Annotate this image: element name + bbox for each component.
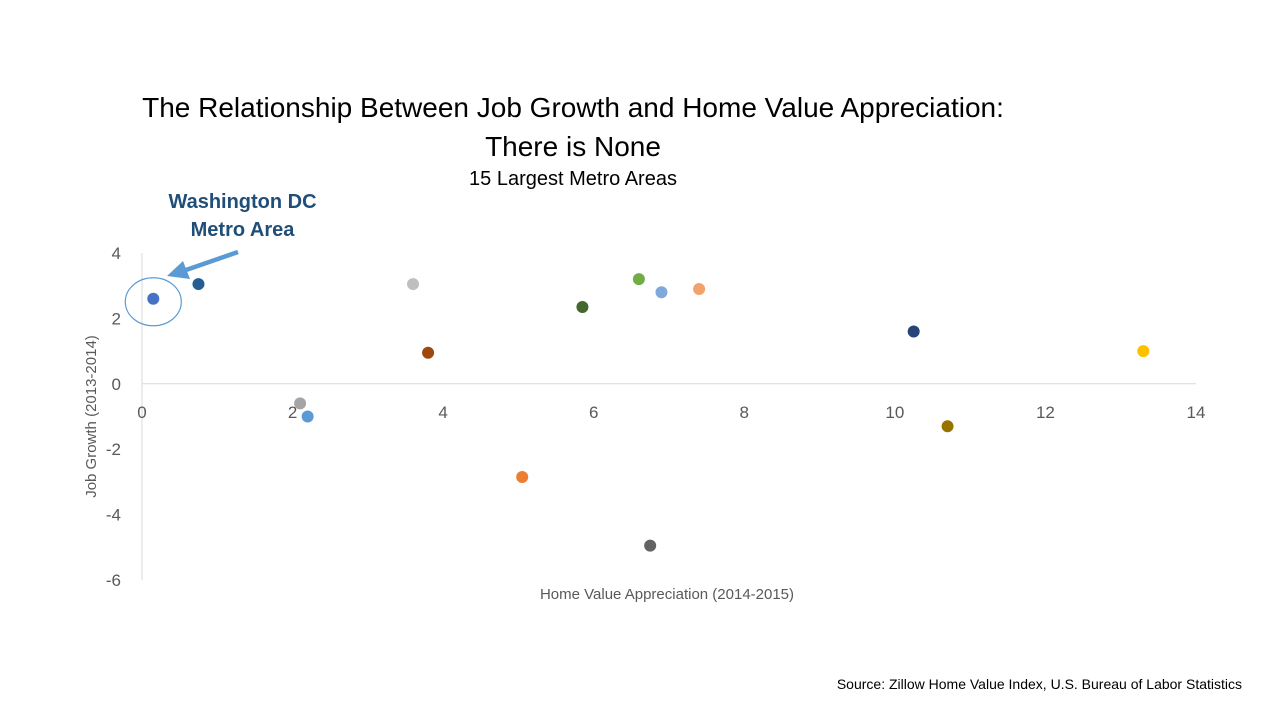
y-tick-label: 0 bbox=[112, 375, 121, 394]
data-point bbox=[632, 273, 645, 286]
x-tick-label: 8 bbox=[740, 403, 749, 422]
data-point bbox=[294, 397, 307, 410]
chart-title: The Relationship Between Job Growth and … bbox=[0, 88, 1146, 166]
chart-subtitle: 15 Largest Metro Areas bbox=[469, 168, 677, 190]
data-point bbox=[516, 470, 529, 483]
data-point bbox=[1137, 345, 1150, 358]
annotation-arrow-head bbox=[167, 261, 190, 279]
data-point bbox=[192, 278, 205, 291]
y-tick-label: -4 bbox=[106, 506, 121, 525]
x-tick-label: 10 bbox=[885, 403, 904, 422]
highlight-ring bbox=[124, 277, 182, 327]
annotation-arrow-shaft bbox=[185, 249, 239, 273]
annotation-line-1: Washington DC bbox=[168, 191, 317, 213]
data-point bbox=[644, 539, 657, 552]
y-tick-label: -2 bbox=[106, 440, 121, 459]
data-point bbox=[907, 325, 920, 338]
source-note: Source: Zillow Home Value Index, U.S. Bu… bbox=[836, 676, 1242, 692]
axes: 0 2 4 6 8 10 12 14 4 2 0 -2 -4 -6 Home Value Appreciat… bbox=[83, 244, 1205, 603]
data-point bbox=[693, 282, 706, 295]
x-axis-title: Home Value Appreciation (2014-2015) bbox=[540, 586, 794, 603]
annotation-callout bbox=[124, 249, 239, 327]
y-tick-label: 4 bbox=[112, 244, 121, 263]
data-point bbox=[301, 410, 314, 423]
data-point bbox=[422, 346, 435, 359]
y-tick-label: -6 bbox=[106, 571, 121, 590]
x-tick-label: 12 bbox=[1036, 403, 1055, 422]
data-points bbox=[147, 273, 1150, 552]
x-tick-label: 0 bbox=[137, 403, 146, 422]
annotation-line-2: Metro Area bbox=[190, 219, 295, 241]
x-tick-label: 4 bbox=[438, 403, 447, 422]
data-point bbox=[576, 300, 589, 313]
x-tick-label: 2 bbox=[288, 403, 297, 422]
data-point bbox=[407, 278, 420, 291]
chart-title-line-2: There is None bbox=[485, 131, 661, 162]
data-point bbox=[147, 292, 160, 305]
y-tick-label: 2 bbox=[112, 309, 121, 328]
annotation-label: Washington DC Metro Area bbox=[140, 188, 345, 244]
data-point bbox=[941, 420, 954, 433]
x-tick-label: 14 bbox=[1187, 403, 1206, 422]
x-tick-label: 6 bbox=[589, 403, 598, 422]
chart-title-line-1: The Relationship Between Job Growth and … bbox=[142, 92, 1004, 123]
data-point bbox=[655, 286, 668, 299]
y-axis-title: Job Growth (2013-2014) bbox=[83, 335, 100, 498]
